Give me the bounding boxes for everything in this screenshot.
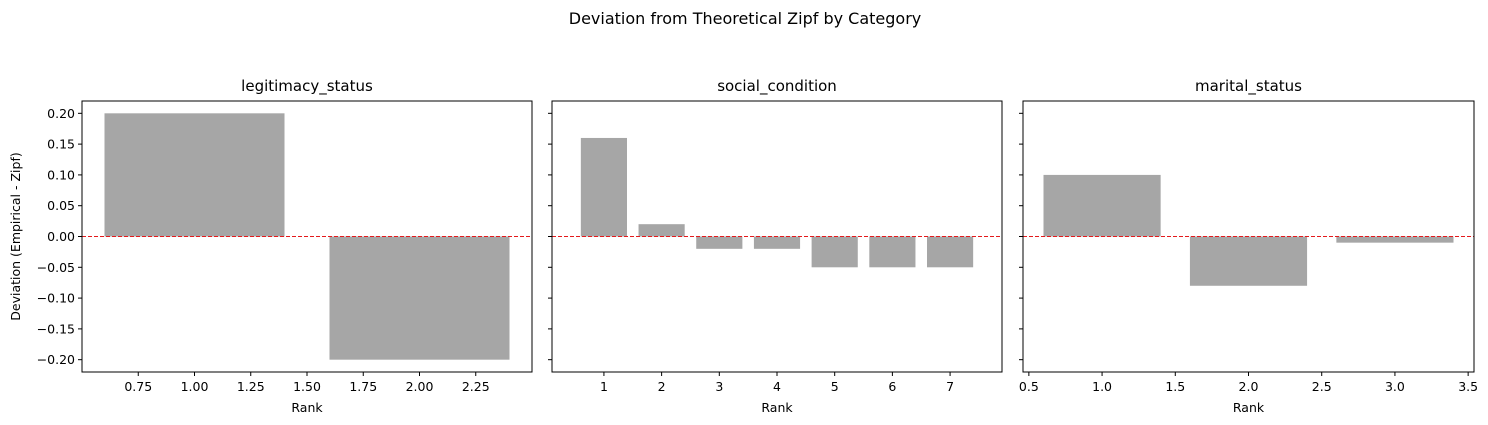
y-tick-label: 0.20 bbox=[47, 106, 75, 121]
x-axis-label: Rank bbox=[291, 400, 323, 415]
y-tick-label: 0.10 bbox=[47, 167, 75, 182]
x-tick-label: 0.75 bbox=[124, 379, 152, 394]
x-tick-label: 1.50 bbox=[293, 379, 321, 394]
x-tick-label: 4 bbox=[773, 379, 781, 394]
subplot-3: 0.5 1.0 1.5 2.0 2.5 3.0 3.5 marital_status Rank bbox=[1019, 77, 1478, 415]
subplot-1: 0.20 0.15 0.10 0.05 0.00 −0.05 −0.10 −0.15 −0.20… bbox=[8, 77, 533, 415]
x-tick-label: 2.00 bbox=[406, 379, 434, 394]
bar bbox=[753, 236, 801, 249]
bar bbox=[580, 137, 627, 237]
x-tick-label: 2.5 bbox=[1312, 379, 1332, 394]
x-tick-label: 5 bbox=[831, 379, 839, 394]
y-tick-label: 0.00 bbox=[47, 229, 75, 244]
bar bbox=[811, 236, 858, 268]
bar bbox=[1336, 236, 1454, 243]
bar bbox=[638, 224, 685, 237]
x-tick-label: 2.0 bbox=[1239, 379, 1259, 394]
y-axis-label: Deviation (Empirical - Zipf) bbox=[8, 152, 23, 320]
bar bbox=[1043, 174, 1161, 237]
x-tick-label: 1.00 bbox=[181, 379, 209, 394]
x-tick-label: 1.25 bbox=[237, 379, 265, 394]
x-axis-label: Rank bbox=[1233, 400, 1265, 415]
x-tick-label: 0.5 bbox=[1019, 379, 1039, 394]
y-tick-label: −0.05 bbox=[37, 260, 75, 275]
subplot-2: 1 2 3 4 5 6 7 social_condition Rank bbox=[548, 77, 1003, 415]
x-tick-label: 7 bbox=[946, 379, 954, 394]
x-tick-label: 1 bbox=[600, 379, 608, 394]
x-tick-label: 1.5 bbox=[1165, 379, 1185, 394]
y-tick-label: 0.15 bbox=[47, 137, 75, 152]
bar bbox=[104, 113, 285, 237]
bar bbox=[927, 236, 974, 268]
x-tick-label: 3.0 bbox=[1385, 379, 1405, 394]
x-tick-label: 1.75 bbox=[349, 379, 377, 394]
bar bbox=[869, 236, 916, 268]
x-tick-label: 6 bbox=[888, 379, 896, 394]
y-tick-label: 0.05 bbox=[47, 198, 75, 213]
bar bbox=[329, 236, 510, 360]
subplot-title: social_condition bbox=[717, 77, 837, 96]
subplot-title: marital_status bbox=[1195, 77, 1302, 96]
subplot-title: legitimacy_status bbox=[241, 77, 373, 96]
y-tick-label: −0.10 bbox=[37, 291, 75, 306]
bar bbox=[1189, 236, 1308, 286]
x-tick-label: 1.0 bbox=[1092, 379, 1112, 394]
bar bbox=[696, 236, 743, 249]
x-tick-label: 3.5 bbox=[1458, 379, 1478, 394]
subplots: 0.20 0.15 0.10 0.05 0.00 −0.05 −0.10 −0.15 −0.20… bbox=[8, 77, 1478, 415]
x-tick-label: 2 bbox=[658, 379, 666, 394]
x-tick-label: 3 bbox=[715, 379, 723, 394]
figure-title: Deviation from Theoretical Zipf by Categ… bbox=[569, 9, 921, 28]
x-tick-label: 2.25 bbox=[462, 379, 490, 394]
y-tick-label: −0.20 bbox=[37, 352, 75, 367]
x-axis-label: Rank bbox=[761, 400, 793, 415]
y-tick-label: −0.15 bbox=[37, 321, 75, 336]
